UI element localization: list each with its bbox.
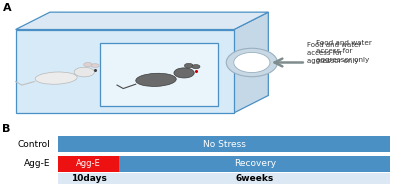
Ellipse shape [136,73,176,86]
Text: A: A [3,3,12,13]
Ellipse shape [184,63,193,68]
Text: Food and water
access for
aggressor only: Food and water access for aggressor only [307,42,362,64]
FancyBboxPatch shape [58,156,120,172]
Polygon shape [16,12,268,30]
Ellipse shape [174,68,194,78]
Polygon shape [234,12,268,113]
Text: Control: Control [17,140,50,149]
FancyBboxPatch shape [58,173,390,184]
Text: No Stress: No Stress [202,140,246,149]
Ellipse shape [91,64,99,68]
Text: Food and water
access for
aggressor only: Food and water access for aggressor only [316,40,372,63]
Ellipse shape [192,64,200,69]
Text: Agg-E: Agg-E [76,159,101,168]
FancyBboxPatch shape [120,156,390,172]
Ellipse shape [35,72,77,84]
Ellipse shape [74,67,94,77]
Polygon shape [100,43,218,106]
Circle shape [226,48,278,77]
Ellipse shape [84,63,92,67]
Text: B: B [2,124,10,134]
Text: 10days: 10days [71,174,107,183]
Text: Recovery: Recovery [234,159,276,168]
Text: Agg-E: Agg-E [24,159,50,168]
FancyBboxPatch shape [58,136,390,152]
Polygon shape [16,30,234,113]
Text: 6weeks: 6weeks [236,174,274,183]
Circle shape [234,52,270,73]
